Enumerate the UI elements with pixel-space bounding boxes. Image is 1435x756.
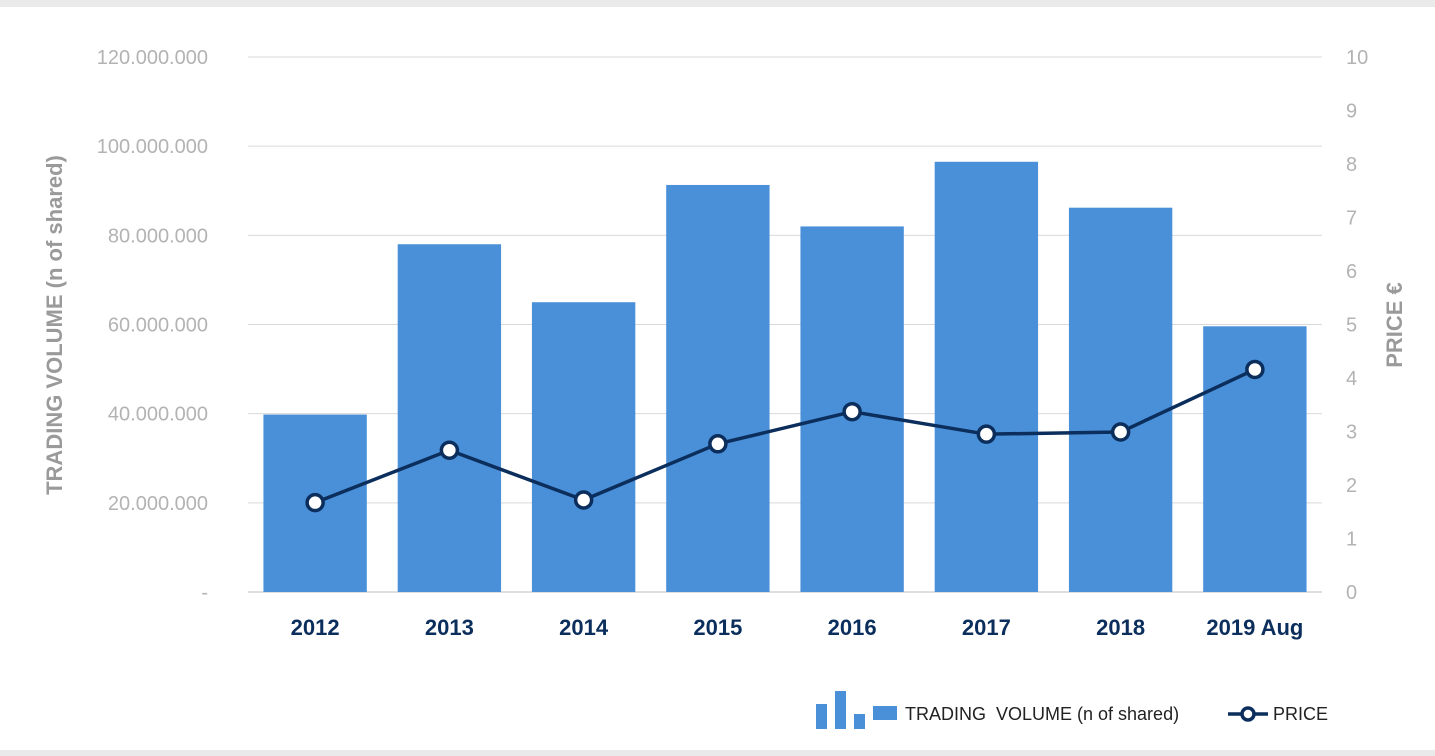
y2-tick-label: 4 [1346, 368, 1357, 390]
y2-tick-label: 5 [1346, 315, 1357, 337]
volume-bar [666, 184, 770, 592]
y2-tick-label: 9 [1346, 101, 1357, 123]
price-point [1245, 359, 1265, 380]
volume-bar [934, 161, 1039, 593]
y2-axis-title: PRICE € [1382, 282, 1407, 368]
bottom-border [0, 750, 1435, 756]
y2-tick-label: 6 [1346, 261, 1357, 283]
price-point [439, 440, 460, 460]
price-point [305, 492, 325, 513]
y-tick-label: 120.000.000 [97, 47, 208, 69]
category-label: 2019 Aug [1206, 615, 1303, 640]
category-label: 2016 [828, 615, 877, 640]
price-line [314, 367, 1256, 505]
legend-bar-icon-3 [854, 714, 865, 729]
top-border [0, 0, 1435, 7]
legend-bar-icon-1 [816, 704, 827, 729]
y-tick-label: 60.000.000 [108, 315, 208, 337]
y-tick-label: - [201, 582, 208, 604]
legend: TRADING VOLUME (n of shared) PRICE [816, 691, 1328, 729]
category-label: 2017 [962, 615, 1011, 640]
category-label: 2013 [425, 615, 474, 640]
y2-tick-label: 2 [1346, 475, 1357, 497]
bar-series [263, 161, 1307, 593]
y-tick-label: 100.000.000 [97, 136, 208, 158]
y-axis-title: TRADING VOLUME (n of shared) [42, 155, 67, 495]
y-tick-label: 20.000.000 [108, 493, 208, 515]
category-label: 2018 [1096, 615, 1145, 640]
y2-tick-label: 1 [1346, 529, 1357, 551]
category-label: 2012 [291, 615, 340, 640]
price-point [976, 424, 997, 444]
legend-volume-swatch [873, 706, 897, 720]
volume-bar [531, 302, 636, 592]
legend-price-marker [1240, 706, 1256, 722]
axis-ticks: - 20.000.000 40.000.000 60.000.000 80.000.00… [97, 47, 1368, 604]
y2-tick-label: 7 [1346, 208, 1357, 230]
legend-price-label: PRICE [1273, 704, 1328, 724]
line-series [305, 359, 1265, 513]
y-tick-label: 40.000.000 [108, 404, 208, 426]
price-point [842, 401, 862, 422]
category-label: 2015 [693, 615, 742, 640]
y2-tick-label: 3 [1346, 422, 1357, 444]
category-label: 2014 [559, 615, 609, 640]
volume-bar [397, 244, 502, 592]
y-tick-label: 80.000.000 [108, 225, 208, 247]
price-point [1110, 422, 1131, 442]
volume-bar [1068, 207, 1173, 593]
category-labels: 2012 2013 2014 2015 2016 2017 2018 2019 Aug [291, 615, 1304, 640]
price-point [573, 490, 594, 510]
price-point [708, 434, 728, 454]
y2-tick-label: 0 [1346, 582, 1357, 604]
y2-tick-label: 10 [1346, 47, 1368, 69]
y2-tick-label: 8 [1346, 154, 1357, 176]
legend-bar-icon-2 [835, 691, 846, 729]
legend-volume-label: TRADING VOLUME (n of shared) [905, 704, 1179, 724]
